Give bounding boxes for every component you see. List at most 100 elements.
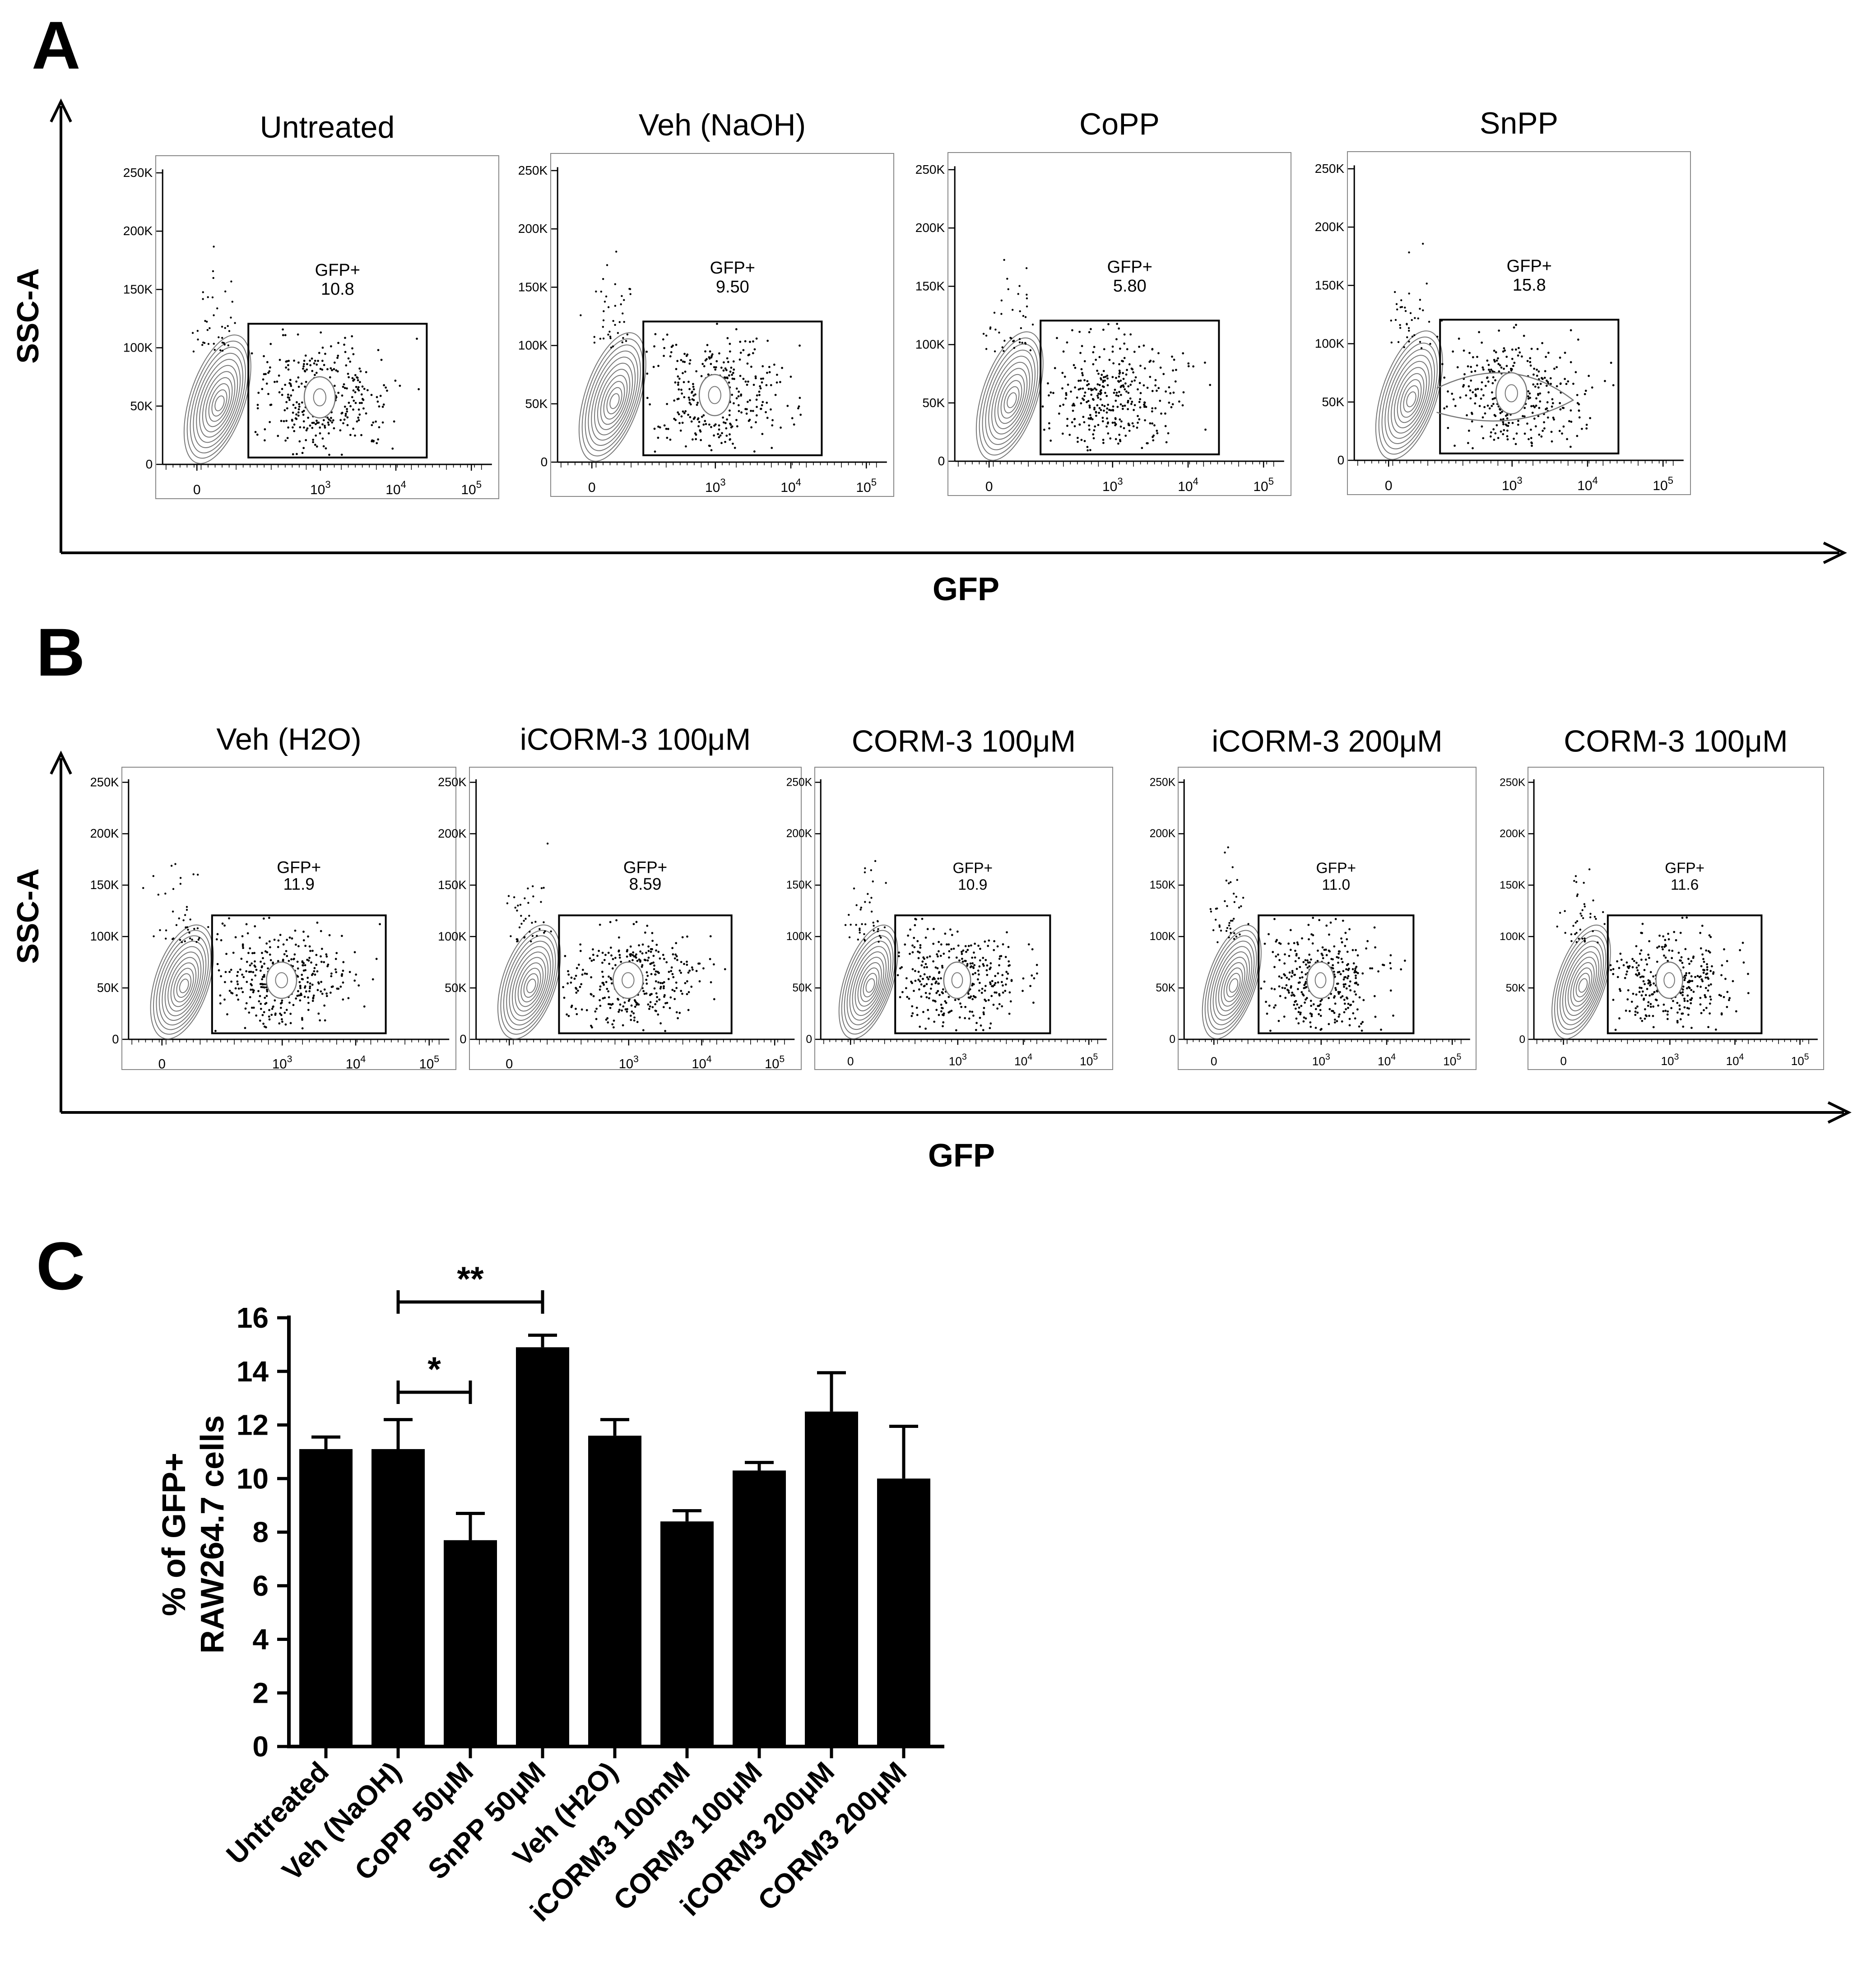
event-dot [1550,431,1553,433]
event-dot [230,280,232,283]
event-dot [1148,361,1151,363]
event-dot [1480,398,1482,400]
event-dot [1066,425,1068,427]
event-dot [223,924,226,927]
event-dot [1147,442,1149,445]
event-dot [710,426,712,428]
event-dot [964,1005,967,1008]
event-dot [649,1005,651,1008]
event-dot [677,398,680,400]
event-dot [1003,350,1005,352]
event-dot [1720,1013,1723,1016]
event-dot [1026,305,1028,308]
event-dot [708,423,710,426]
event-dot [905,987,907,990]
gfp-gate [1040,320,1220,455]
event-dot [1105,425,1108,428]
event-dot [1121,405,1124,408]
contour-line [985,349,1036,445]
event-dot [1130,403,1133,405]
event-dot [340,935,343,937]
event-dot [1102,376,1105,379]
contour-line [1375,330,1443,460]
event-dot [672,953,674,956]
event-dot [241,973,244,976]
event-dot [1291,972,1294,974]
event-dot [654,1010,657,1012]
event-dot [1411,319,1413,321]
event-dot [327,421,330,424]
event-dot [659,982,662,984]
event-dot [1018,338,1021,340]
flow-x-tick-label: 105 [1253,476,1274,494]
event-dot [872,922,874,924]
event-dot [937,982,939,985]
event-dot [1649,984,1651,987]
event-dot [659,426,661,429]
event-dot [1358,1025,1361,1028]
event-dot [1152,439,1155,442]
event-dot [246,981,248,983]
event-dot [330,975,333,978]
event-dot [1709,951,1711,954]
event-dot [1081,345,1083,347]
flow-plot-title: iCORM-3 100μM [520,722,751,756]
event-dot [1683,979,1686,982]
event-dot [1074,366,1077,369]
event-dot [689,359,692,361]
event-dot [567,982,569,985]
event-dot [1540,435,1543,438]
event-dot [241,943,244,946]
contour-line [1215,951,1250,1016]
event-dot [935,980,938,983]
event-dot [576,1013,578,1015]
event-dot [1297,1011,1300,1013]
event-dot [870,897,873,899]
event-dot [1389,954,1392,957]
event-dot [687,971,690,974]
event-dot [532,885,534,888]
event-dot [1087,400,1090,403]
flow-plot-title: CORM-3 100μM [852,724,1076,758]
event-dot [250,988,252,991]
event-dot [684,410,687,412]
event-dot [626,949,629,951]
event-dot [639,950,642,953]
event-dot [998,958,1001,960]
event-dot [347,997,350,1000]
event-dot [293,430,296,432]
y-axis-arrow-head [50,751,72,775]
gate-contour [266,961,297,999]
event-dot [302,964,304,967]
event-dot [1706,976,1709,979]
event-dot [1319,1003,1322,1006]
event-dot [1137,388,1139,391]
event-dot [1007,946,1010,948]
event-dot [951,934,953,936]
flow-x-tick-label: 104 [1378,1052,1396,1068]
event-dot [746,401,749,403]
event-dot [713,424,715,427]
event-dot [917,950,919,953]
flow-x-tick-label: 104 [385,479,406,497]
event-dot [304,354,307,357]
event-dot [323,364,325,366]
event-dot [979,959,981,962]
event-dot [1447,390,1449,393]
chart-y-tick-label: 2 [252,1677,269,1709]
event-dot [323,961,325,964]
event-dot [647,956,650,959]
event-dot [1551,405,1553,408]
event-dot [1543,427,1546,430]
event-dot [302,413,305,416]
event-dot [1308,938,1310,940]
event-dot [507,895,510,897]
event-dot [325,992,328,995]
event-dot [1509,367,1512,370]
event-dot [1726,960,1728,963]
event-dot [1080,402,1082,405]
event-dot [292,403,295,406]
event-dot [1639,987,1641,989]
event-dot [1685,974,1687,977]
event-dot [1679,931,1682,934]
